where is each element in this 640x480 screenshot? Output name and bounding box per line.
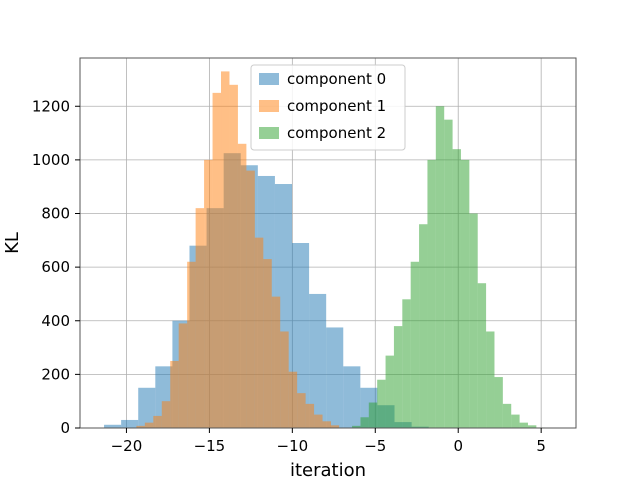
- histogram-bar-3: [486, 331, 495, 428]
- histogram-bar-2: [297, 393, 306, 428]
- histogram-bar-2: [170, 360, 179, 428]
- histogram-bar-2: [153, 415, 162, 428]
- legend-box: [250, 64, 406, 151]
- legend: component 0 component 1 component 2: [250, 64, 406, 151]
- histogram-bar-3: [419, 224, 428, 428]
- y-tick-label: 800: [41, 205, 70, 223]
- histogram-bar-2: [161, 401, 171, 428]
- histogram-bar-2: [288, 371, 298, 428]
- histogram-bar-2: [330, 425, 340, 428]
- y-tick-label: 600: [41, 258, 70, 276]
- legend-label: component 2: [287, 124, 386, 142]
- histogram-bar-3: [393, 326, 403, 428]
- histogram-bar-2: [212, 92, 222, 428]
- legend-swatch: [259, 127, 279, 139]
- histogram-bar-3: [402, 299, 411, 428]
- histogram-bar-3: [444, 119, 453, 429]
- histogram-bar-3: [469, 213, 478, 428]
- histogram-bar-3: [477, 283, 487, 428]
- x-tick-label: 5: [536, 437, 546, 455]
- legend-label: component 0: [287, 70, 386, 88]
- histogram-bar-2: [254, 237, 264, 428]
- x-tick-label: −15: [194, 437, 226, 455]
- x-axis-label: iteration: [290, 460, 366, 480]
- histogram-bar-2: [246, 170, 255, 428]
- histogram-bar-3: [435, 106, 445, 429]
- legend-label: component 1: [287, 97, 386, 115]
- histogram-bar-1: [326, 327, 344, 428]
- histogram-bar-3: [452, 149, 461, 428]
- histogram-bar-3: [502, 403, 512, 428]
- x-tick-label: −20: [111, 437, 143, 455]
- histogram-bar-3: [368, 402, 378, 428]
- histogram-bar-2: [305, 403, 315, 428]
- histogram-bar-3: [410, 261, 420, 428]
- y-tick-label: 200: [41, 365, 70, 383]
- histogram-bar-2: [229, 84, 238, 429]
- histogram-bar-3: [494, 377, 503, 428]
- histogram-bar-3: [377, 379, 386, 428]
- legend-swatch: [259, 100, 279, 112]
- histogram-bar-2: [314, 414, 323, 428]
- histogram-bar-2: [271, 296, 281, 428]
- y-tick-label: 1000: [32, 151, 70, 169]
- plot-frame: [79, 57, 577, 429]
- histogram-bar-1: [343, 366, 361, 428]
- y-axis-label: KL: [2, 232, 23, 254]
- x-tick-label: 0: [453, 437, 463, 455]
- histogram-bar-2: [187, 261, 196, 428]
- histogram-bar-1: [121, 419, 139, 428]
- histogram-bar-2: [195, 208, 205, 428]
- histogram-bar-2: [237, 143, 247, 428]
- histogram-bar-3: [527, 425, 537, 428]
- histogram-bar-2: [263, 259, 272, 428]
- histogram-bar-3: [460, 159, 470, 428]
- histogram-bar-3: [427, 159, 436, 428]
- histogram-bar-3: [511, 414, 520, 428]
- histogram-bars: [104, 71, 545, 429]
- histogram-bar-3: [385, 355, 394, 428]
- histogram-bar-2: [322, 421, 331, 428]
- histogram-bar-3: [519, 422, 528, 428]
- histogram-bar-2: [178, 323, 188, 428]
- histogram-bar-3: [352, 425, 361, 428]
- y-tick-label: 400: [41, 312, 70, 330]
- histogram-bar-1: [104, 424, 122, 428]
- histogram-bar-2: [136, 425, 145, 428]
- histogram-bar-1: [138, 387, 156, 428]
- x-tick-label: −5: [364, 437, 386, 455]
- histogram-bar-2: [144, 422, 154, 428]
- y-tick-label: 0: [60, 419, 70, 437]
- histogram-bar-1: [309, 293, 327, 428]
- legend-swatch: [259, 73, 279, 85]
- histogram-bar-2: [221, 71, 230, 429]
- x-tick-label: −10: [277, 437, 309, 455]
- histogram-bar-3: [360, 417, 369, 428]
- histogram-bar-2: [280, 331, 289, 428]
- histogram-bar-2: [204, 159, 213, 428]
- y-tick-label: 1200: [32, 97, 70, 115]
- axis-ticks: −20 −15 −10 −5 0 5 0 200 400 600 800 1000 1200: [32, 97, 546, 455]
